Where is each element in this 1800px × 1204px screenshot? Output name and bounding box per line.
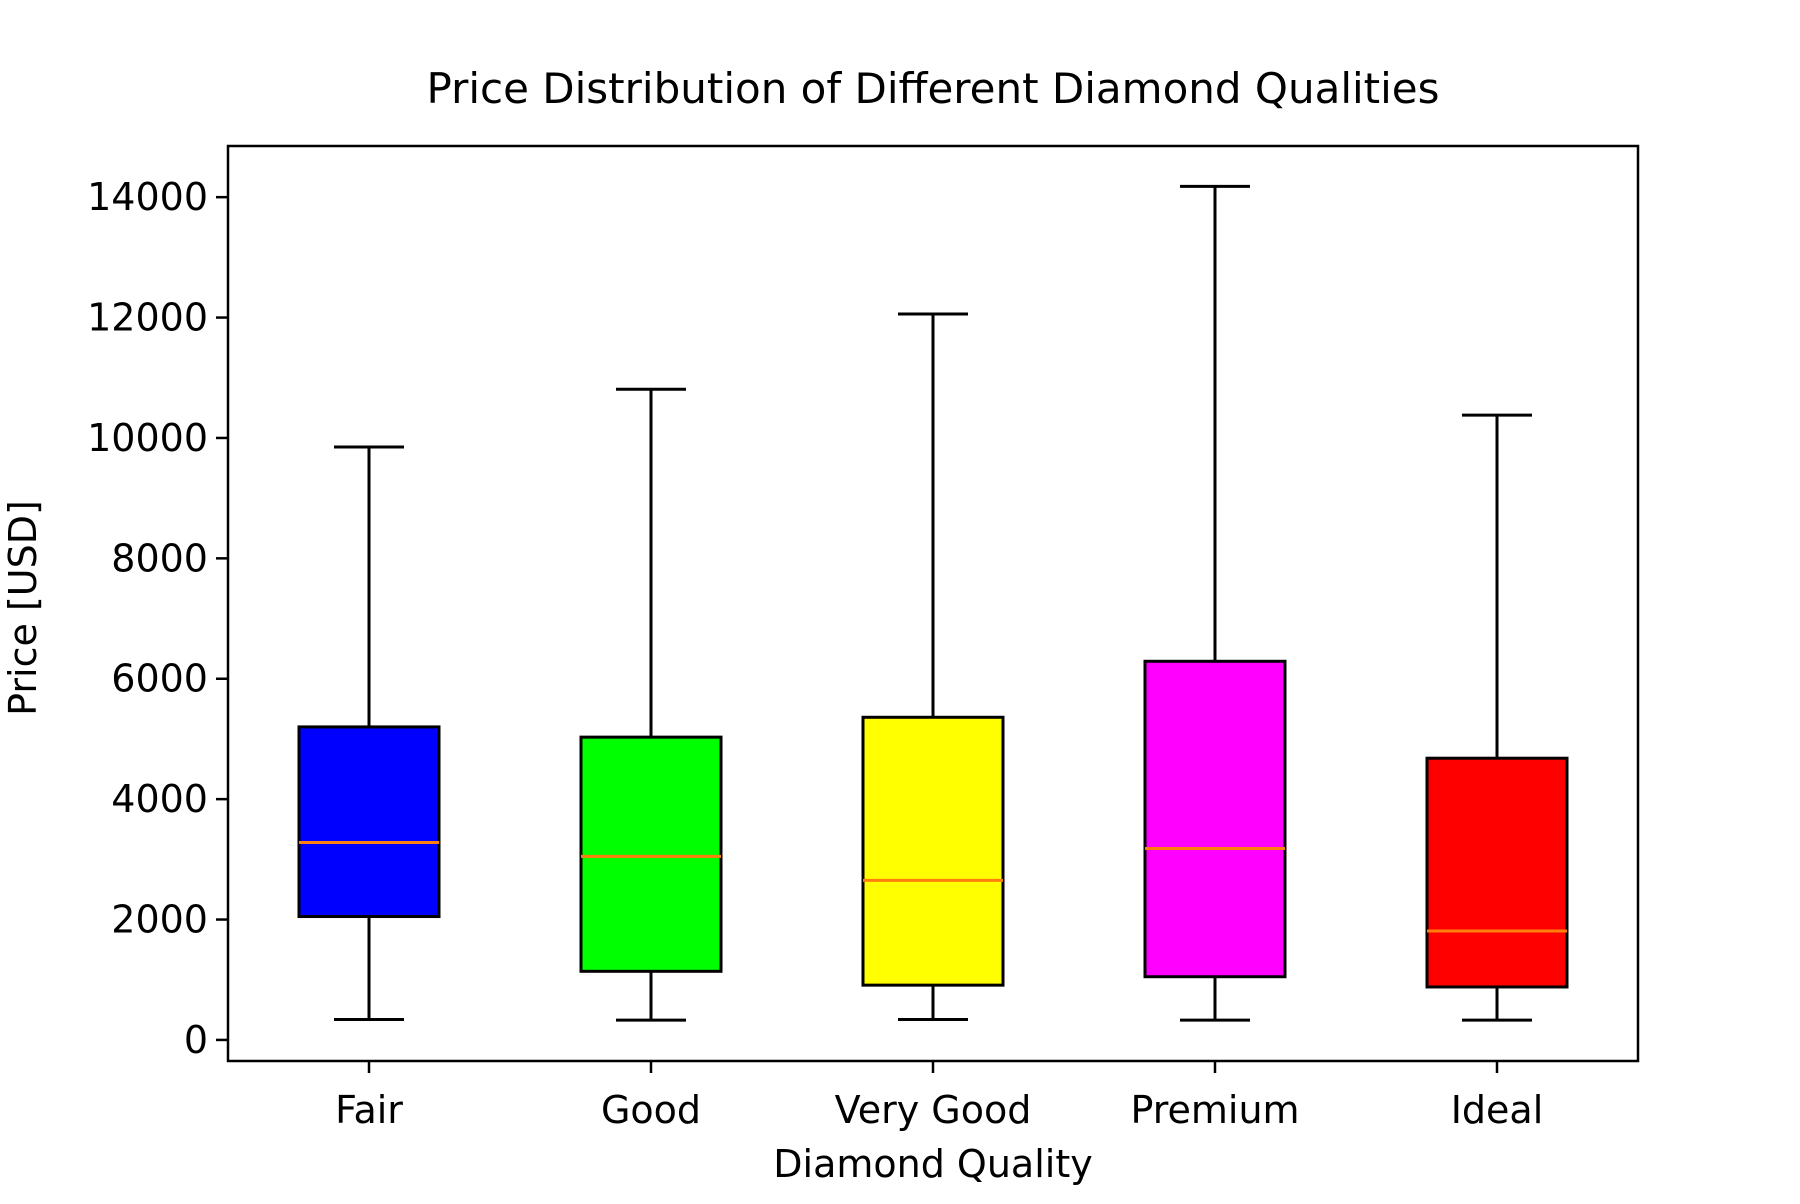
x-tick-label: Good: [601, 1088, 701, 1132]
y-tick-label: 14000: [87, 175, 208, 219]
y-tick-label: 10000: [87, 416, 208, 460]
box-ideal: [1425, 756, 1569, 989]
y-tick-label: 4000: [111, 777, 208, 821]
box-premium: [1143, 659, 1287, 979]
y-tick-label: 6000: [111, 657, 208, 701]
box-very-good: [861, 715, 1005, 987]
box-fair: [297, 725, 441, 919]
plot-area: 0 2000 4000 6000 8000 10000 12000 14000 Fair Good…: [87, 144, 1640, 1132]
box-good: [579, 735, 723, 973]
y-tick-label: 12000: [87, 296, 208, 340]
y-tick-label: 8000: [111, 536, 208, 580]
y-axis-label: Price [USD]: [1, 500, 45, 716]
plot-frame: [226, 144, 1640, 1063]
x-tick-label: Very Good: [835, 1088, 1032, 1132]
x-tick-label: Ideal: [1451, 1088, 1544, 1132]
x-axis-label: Diamond Quality: [773, 1142, 1092, 1186]
x-tick-label: Fair: [335, 1088, 403, 1132]
y-tick-label: 0: [184, 1018, 208, 1062]
x-tick-label: Premium: [1130, 1088, 1299, 1132]
chart-title: Price Distribution of Different Diamond …: [426, 64, 1439, 113]
y-tick-label: 2000: [111, 898, 208, 942]
